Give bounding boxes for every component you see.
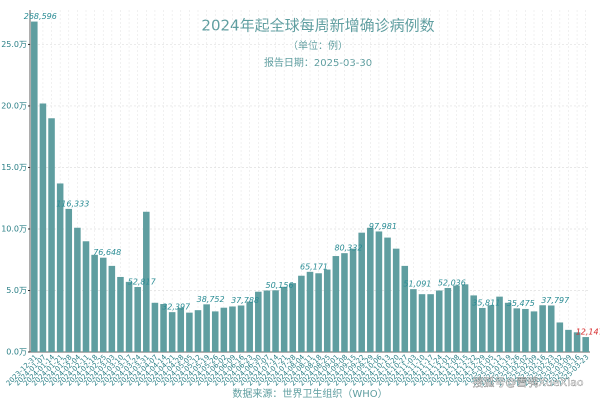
bar xyxy=(435,290,443,352)
bar xyxy=(99,257,107,352)
bar xyxy=(410,289,417,352)
bar xyxy=(306,271,314,352)
bar xyxy=(573,332,581,352)
bar xyxy=(358,232,365,352)
bar xyxy=(367,227,374,352)
bar xyxy=(504,302,512,352)
data-label: 116,333 xyxy=(56,199,89,208)
bar xyxy=(513,308,521,352)
bar xyxy=(31,21,38,353)
bar xyxy=(522,308,529,352)
y-tick-label: 25.0万 xyxy=(1,40,27,49)
bar xyxy=(280,286,288,352)
bar xyxy=(349,248,357,352)
bar xyxy=(418,294,426,352)
bar xyxy=(487,305,495,352)
data-label: 38,752 xyxy=(197,295,225,304)
bar xyxy=(565,329,572,352)
data-label: 35,811 xyxy=(472,298,500,307)
bar xyxy=(74,227,81,352)
bar xyxy=(470,295,477,352)
bar xyxy=(461,284,469,352)
x-axis-label: 数据来源：世界卫生组织（WHO） xyxy=(232,387,387,400)
data-label: 97,981 xyxy=(369,222,397,231)
bar xyxy=(453,285,460,352)
bar xyxy=(556,322,564,352)
bar xyxy=(332,256,340,352)
bar xyxy=(220,307,228,352)
y-tick-label: 20.0万 xyxy=(1,101,27,110)
bar xyxy=(125,281,133,352)
bar xyxy=(246,301,253,352)
bar xyxy=(530,311,538,352)
bar xyxy=(65,208,73,352)
bar xyxy=(39,103,47,353)
data-label: 32,397 xyxy=(162,303,191,312)
data-label: 80,332 xyxy=(334,244,362,253)
data-label: 37,797 xyxy=(541,296,570,305)
data-label: 37,788 xyxy=(231,296,259,305)
bar xyxy=(91,254,98,352)
bar xyxy=(298,275,305,352)
bar xyxy=(134,287,141,352)
bar xyxy=(177,307,185,352)
report-date: 报告日期：2025-03-30 xyxy=(264,56,372,69)
bar xyxy=(263,290,271,352)
data-label: 35,475 xyxy=(507,299,535,308)
bar xyxy=(547,305,555,352)
bar xyxy=(289,283,297,352)
bar xyxy=(401,265,409,352)
bar xyxy=(272,290,279,352)
data-label: 52,817 xyxy=(128,278,157,287)
y-tick-label: 0.0万 xyxy=(6,348,27,357)
data-label: 65,171 xyxy=(300,262,328,271)
bar xyxy=(203,304,210,352)
bar xyxy=(211,311,219,352)
data-label: 12,147 xyxy=(576,328,600,337)
bar xyxy=(108,265,116,352)
chart-subtitle: （单位：例） xyxy=(288,39,348,52)
bar xyxy=(384,237,391,352)
bar xyxy=(56,183,64,352)
bar xyxy=(323,269,331,352)
data-label: 51,091 xyxy=(403,280,431,289)
data-label: 52,036 xyxy=(438,278,466,287)
bar xyxy=(237,305,245,352)
bar xyxy=(375,231,383,352)
bar xyxy=(255,291,262,352)
watermark: 搜狐号@雪鸮XueXiao xyxy=(472,375,584,389)
bar xyxy=(341,253,348,352)
y-tick-label: 10.0万 xyxy=(1,224,27,233)
bar xyxy=(117,276,124,352)
bar xyxy=(427,294,434,352)
bar xyxy=(582,337,589,352)
bar xyxy=(539,305,546,352)
data-label: 268,596 xyxy=(24,12,57,21)
bar xyxy=(479,307,486,352)
bar xyxy=(82,241,90,352)
bar xyxy=(151,302,159,352)
bar xyxy=(143,211,150,352)
bar xyxy=(496,296,503,352)
bar xyxy=(168,312,176,352)
data-label: 76,648 xyxy=(93,248,121,257)
bar xyxy=(392,248,400,352)
y-tick-label: 5.0万 xyxy=(6,286,27,295)
data-label: 50,156 xyxy=(266,281,294,290)
bar xyxy=(229,306,236,352)
bar xyxy=(160,304,167,352)
chart-title: 2024年起全球每周新增确诊病例数 xyxy=(201,17,434,35)
bar xyxy=(315,273,322,352)
bar xyxy=(48,118,55,352)
bar xyxy=(194,310,202,352)
bar xyxy=(444,287,452,352)
bar xyxy=(186,312,193,352)
y-tick-label: 15.0万 xyxy=(1,163,27,172)
